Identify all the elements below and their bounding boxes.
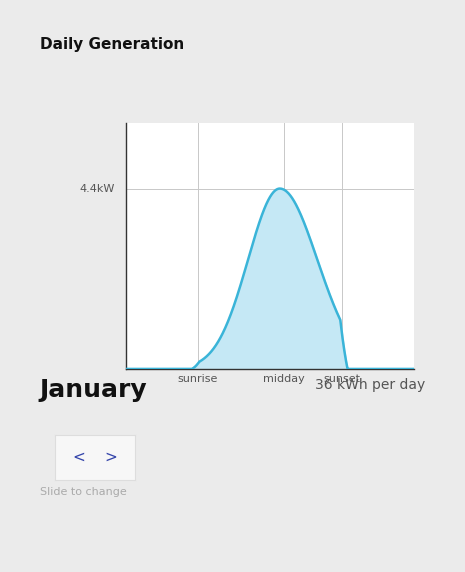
Text: Daily Generation: Daily Generation (40, 37, 184, 52)
Text: 36 kWh per day: 36 kWh per day (315, 378, 425, 391)
Text: >: > (105, 450, 117, 465)
Text: 4.4kW: 4.4kW (79, 184, 114, 193)
Text: Slide to change: Slide to change (40, 487, 126, 497)
Text: January: January (40, 378, 147, 402)
Text: <: < (73, 450, 85, 465)
